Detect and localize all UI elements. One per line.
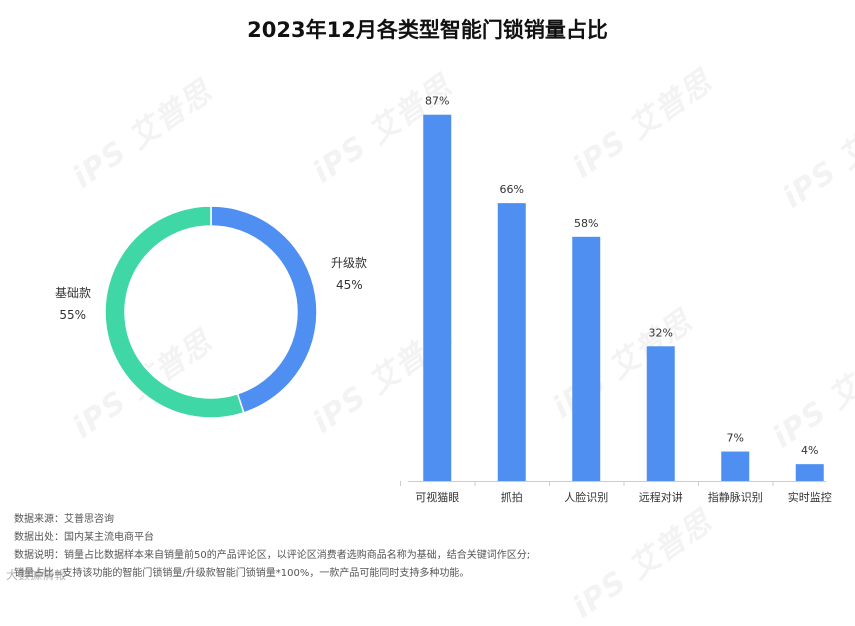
bar-value-label: 7%	[727, 432, 744, 445]
note-formula: 销量占比=支持该功能的智能门锁销量/升级款智能门锁销量*100%，一款产品可能同…	[14, 568, 470, 579]
slice-value-label: 55%	[59, 308, 86, 322]
bar-value-label: 87%	[425, 95, 449, 108]
chart-canvas: 升级款 45% 基础款 55% 87% 可视猫眼 66% 抓拍 58% 人脸识别 32% 远程对讲 7…	[55, 95, 832, 504]
bar-value-label: 4%	[801, 444, 818, 457]
x-tick-label: 指静脉识别	[708, 490, 763, 504]
bar	[795, 464, 824, 481]
slice-label: 基础款	[55, 286, 91, 300]
donut-slice	[210, 205, 318, 414]
slice-value-label: 45%	[336, 278, 363, 292]
bar-chart: 87% 可视猫眼 66% 抓拍 58% 人脸识别 32% 远程对讲 7% 指静脉识别 4% 实时监控	[400, 95, 832, 504]
x-tick-label: 抓拍	[501, 490, 523, 504]
bar-value-label: 32%	[649, 326, 673, 339]
bar-value-label: 66%	[500, 183, 524, 196]
note-source: 数据来源：艾普思咨询	[14, 514, 114, 525]
bar	[497, 203, 526, 481]
bar-value-label: 58%	[574, 217, 598, 230]
slice-label: 升级款	[331, 256, 367, 270]
donut-chart: 升级款 45% 基础款 55%	[55, 205, 367, 419]
bar	[721, 451, 750, 481]
donut-slice	[104, 205, 245, 419]
bar	[646, 346, 675, 481]
x-tick-label: 可视猫眼	[415, 490, 459, 504]
brand-logo: 大數據情報	[6, 568, 67, 582]
data-notes: 数据来源：艾普思咨询 数据出处：国内某主流电商平台 数据说明：销量占比数据样本来…	[14, 511, 530, 583]
bar	[572, 236, 601, 481]
x-tick-label: 实时监控	[788, 490, 832, 504]
note-origin: 数据出处：国内某主流电商平台	[14, 532, 154, 543]
x-tick-label: 人脸识别	[564, 490, 608, 504]
x-tick-label: 远程对讲	[639, 490, 683, 504]
chart-title: 2023年12月各类型智能门锁销量占比	[247, 18, 608, 42]
note-description: 数据说明：销量占比数据样本来自销量前50的产品评论区，以评论区消费者选购商品名称…	[14, 550, 531, 561]
bar	[423, 114, 452, 481]
